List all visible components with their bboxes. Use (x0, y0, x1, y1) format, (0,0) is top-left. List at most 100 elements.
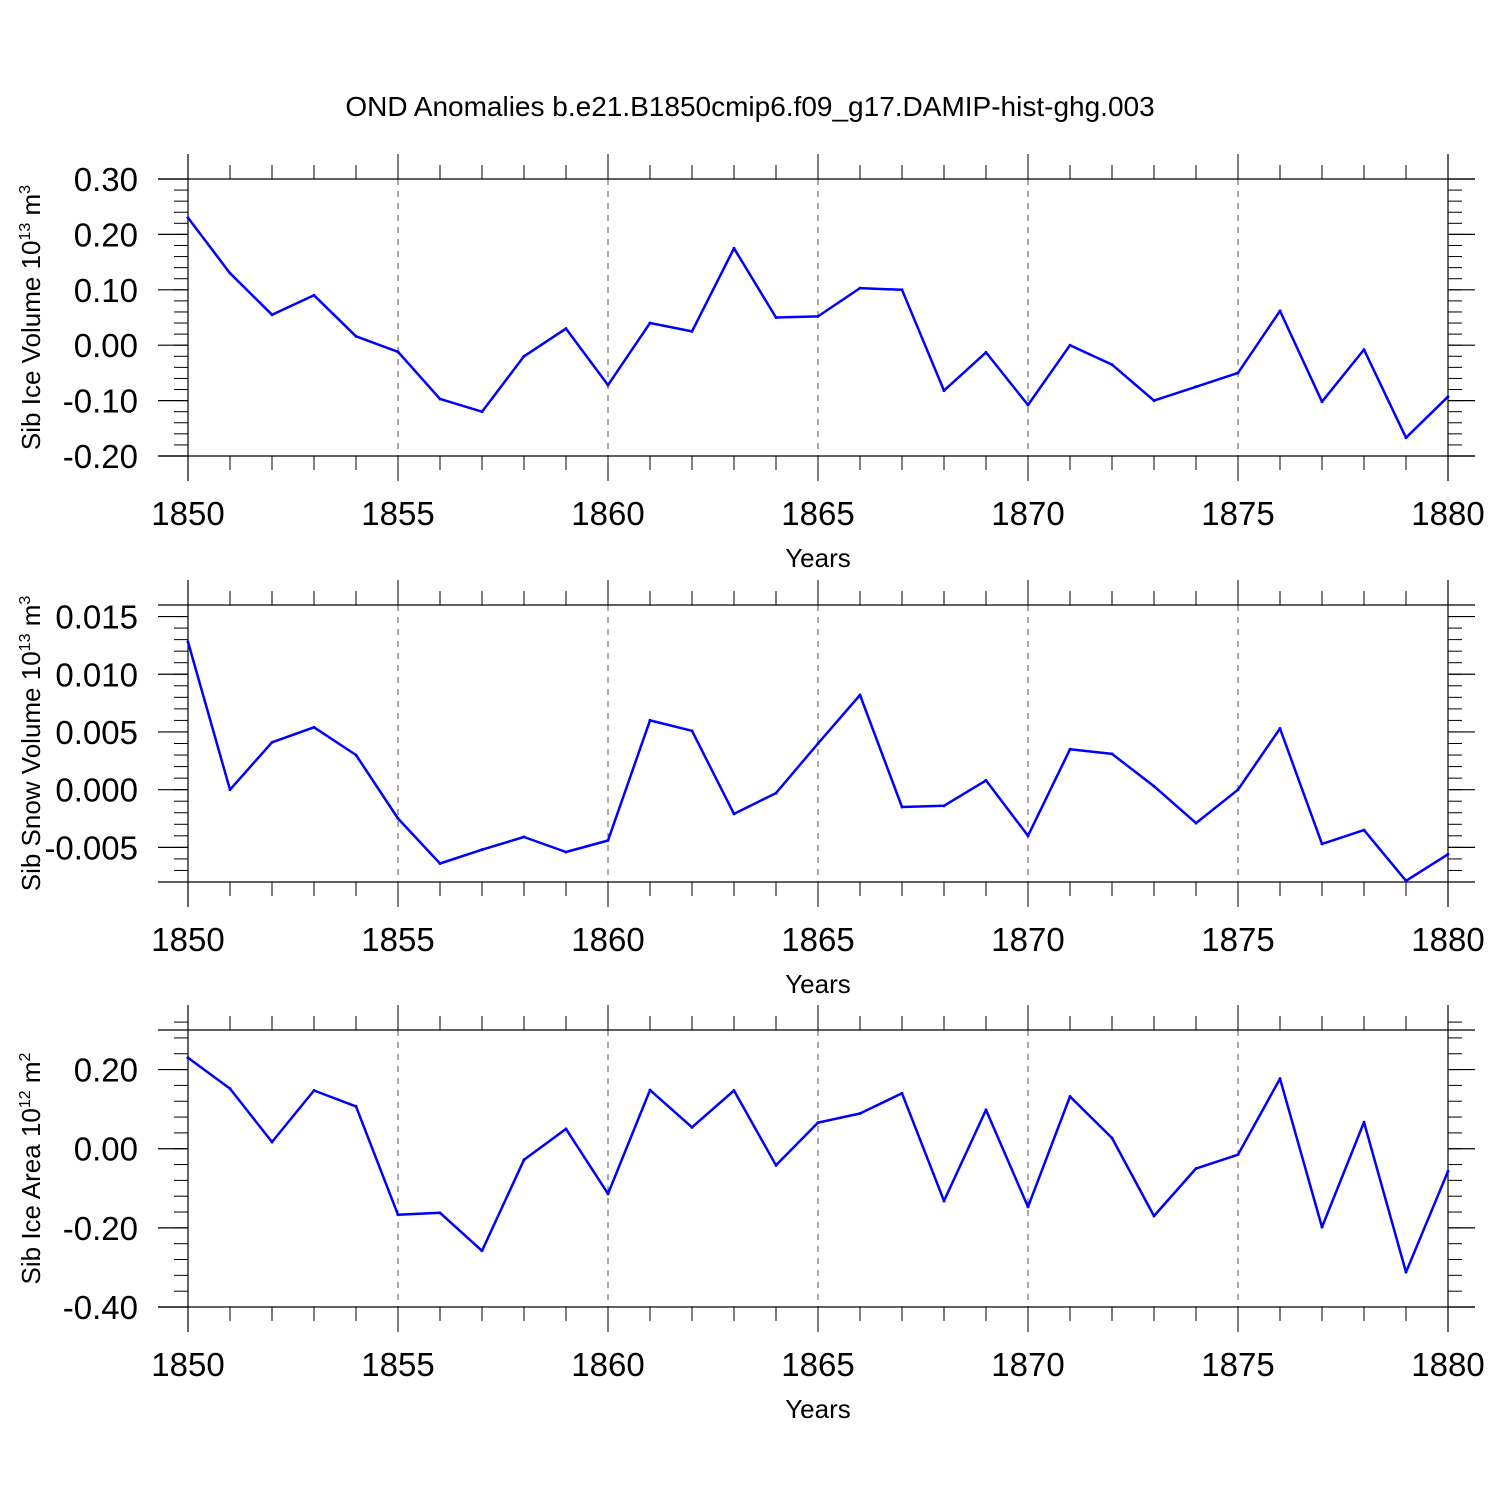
data-point (396, 350, 400, 354)
data-point (1320, 842, 1324, 846)
data-point (1362, 348, 1366, 352)
chart-panel-2: -0.005 0.000 0.005 0.010 0.015 1850 1855 1860 18… (16, 580, 1485, 999)
data-point (522, 835, 526, 839)
data-point (606, 383, 610, 387)
x-axis-label: Years (785, 1394, 851, 1424)
x-axis-label: Years (785, 969, 851, 999)
data-point (186, 216, 190, 220)
data-point (900, 1091, 904, 1095)
y-axis-label-superscript: 13 (17, 633, 34, 651)
x-tick-label: 1870 (991, 921, 1064, 958)
y-axis-label-superscript: 12 (17, 1090, 34, 1108)
data-point (732, 812, 736, 816)
y-axis-label-superscript: 13 (17, 223, 34, 241)
data-point (1152, 399, 1156, 403)
data-point (1194, 821, 1198, 825)
data-point (1278, 309, 1282, 313)
x-tick-label: 1865 (781, 495, 854, 532)
data-point (1236, 1153, 1240, 1157)
data-point (648, 321, 652, 325)
x-tick-label: 1860 (571, 921, 644, 958)
data-point (816, 314, 820, 318)
x-tick-label: 1850 (151, 921, 224, 958)
x-tick-label: 1870 (991, 1346, 1064, 1383)
y-tick-label: 0.20 (74, 1052, 138, 1089)
data-point (438, 862, 442, 866)
data-point (606, 838, 610, 842)
data-point (1278, 1077, 1282, 1081)
figure-title: OND Anomalies b.e21.B1850cmip6.f09_g17.D… (345, 91, 1154, 122)
data-point (396, 817, 400, 821)
chart-panels: -0.20 -0.10 0.00 0.10 0.20 0.30 1850 1855 1860 18… (16, 154, 1485, 1424)
y-tick-label: 0.015 (55, 599, 138, 636)
y-axis-label-text: Sib Ice Volume 10 (16, 241, 46, 451)
data-point (312, 725, 316, 729)
x-tick-label: 1850 (151, 1346, 224, 1383)
data-point (1278, 726, 1282, 730)
data-point (816, 1121, 820, 1125)
data-point (690, 729, 694, 733)
data-point (816, 742, 820, 745)
data-point (648, 718, 652, 722)
y-tick-label: 0.20 (74, 216, 138, 253)
data-point (606, 1192, 610, 1196)
data-point (312, 1089, 316, 1093)
y-tick-label: 0.005 (55, 714, 138, 751)
data-point (1446, 1169, 1450, 1173)
data-point (942, 389, 946, 393)
data-point (1110, 752, 1114, 756)
data-point (1194, 1167, 1198, 1170)
data-point (1404, 1270, 1408, 1274)
y-axis-label-text: m (16, 1061, 46, 1090)
data-point (1362, 828, 1366, 832)
y-axis-label-text: m (16, 605, 46, 634)
data-point (1026, 834, 1030, 838)
data-point (270, 740, 274, 744)
data-point (858, 693, 862, 697)
x-tick-label: 1880 (1411, 1346, 1484, 1383)
y-tick-label: 0.30 (74, 161, 138, 198)
data-point (1404, 436, 1408, 440)
data-point (942, 804, 946, 808)
x-tick-label: 1880 (1411, 495, 1484, 532)
y-tick-label: 0.10 (74, 272, 138, 309)
x-tick-label: 1870 (991, 495, 1064, 532)
y-tick-label: -0.005 (44, 829, 138, 866)
y-tick-label: -0.20 (63, 438, 138, 475)
x-tick-label: 1875 (1201, 921, 1274, 958)
data-point (1068, 343, 1072, 347)
data-point (1194, 385, 1198, 389)
y-axis-label: Sib Ice Volume 1013 m3 (16, 185, 46, 450)
data-point (690, 329, 694, 333)
data-point (564, 1127, 568, 1131)
data-point (774, 791, 778, 795)
x-tick-label: 1850 (151, 495, 224, 532)
data-point (774, 1163, 778, 1167)
data-point (1110, 363, 1114, 367)
chart-panel-3: -0.40 -0.20 0.00 0.20 1850 1855 1860 1865 1870 18… (16, 1005, 1485, 1424)
data-point (1446, 395, 1450, 399)
data-point (732, 246, 736, 250)
data-point (1068, 747, 1072, 751)
data-point (186, 640, 190, 644)
data-point (354, 753, 358, 757)
data-point (480, 410, 484, 414)
y-tick-label: -0.10 (63, 383, 138, 420)
y-tick-label: 0.00 (74, 1131, 138, 1168)
data-point (1236, 371, 1240, 375)
y-tick-label: 0.00 (74, 327, 138, 364)
x-axis-label: Years (785, 543, 851, 573)
data-point (984, 1108, 988, 1112)
data-point (564, 850, 568, 854)
x-tick-label: 1875 (1201, 1346, 1274, 1383)
data-point (732, 1089, 736, 1093)
data-point (1152, 784, 1156, 788)
y-tick-label: -0.20 (63, 1210, 138, 1247)
data-point (1152, 1214, 1156, 1218)
x-tick-label: 1875 (1201, 495, 1274, 532)
y-tick-label: 0.000 (55, 772, 138, 809)
y-axis-label-superscript: 2 (17, 1052, 34, 1061)
data-point (900, 288, 904, 292)
y-tick-label: -0.40 (63, 1289, 138, 1326)
